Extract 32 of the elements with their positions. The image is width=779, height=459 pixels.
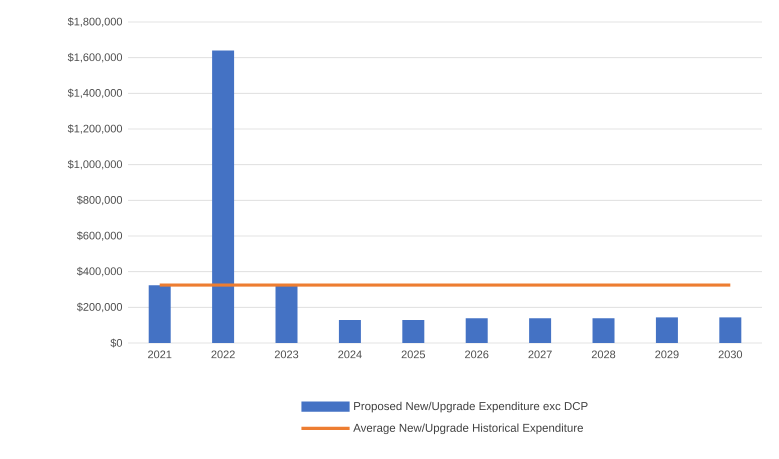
legend-label: Average New/Upgrade Historical Expenditure [353,424,583,434]
bar [402,320,424,343]
x-tick-label: 2021 [148,350,172,358]
y-tick-label: $600,000 [76,231,122,241]
y-tick-label: $1,000,000 [68,160,122,170]
y-tick-label: $800,000 [76,196,122,206]
y-tick-label: $1,600,000 [68,52,122,62]
x-tick-label: 2026 [465,350,488,358]
y-tick-label: $1,800,000 [68,17,122,27]
bar [212,50,234,343]
x-tick-label: 2023 [274,350,298,358]
bar [656,317,678,343]
bar [466,318,488,343]
x-tick-label: 2024 [338,350,362,358]
x-tick-label: 2027 [528,350,552,358]
bar [338,320,361,343]
x-tick-label: 2022 [211,350,235,358]
legend-label: Proposed New/Upgrade Expenditure exc DCP [354,402,588,412]
y-tick-label: $1,400,000 [68,88,122,98]
y-tick-label: $1,200,000 [68,124,122,134]
bar [529,318,552,343]
x-tick-label: 2030 [718,350,742,358]
bar [276,286,298,343]
bar [148,285,171,343]
x-tick-label: 2025 [402,350,426,358]
y-tick-label: $200,000 [76,302,122,312]
x-tick-label: 2029 [655,350,679,358]
bar [719,317,742,343]
x-tick-label: 2028 [592,350,616,358]
y-tick-label: $0 [110,338,122,348]
bar [592,318,615,343]
y-tick-label: $400,000 [76,266,122,276]
